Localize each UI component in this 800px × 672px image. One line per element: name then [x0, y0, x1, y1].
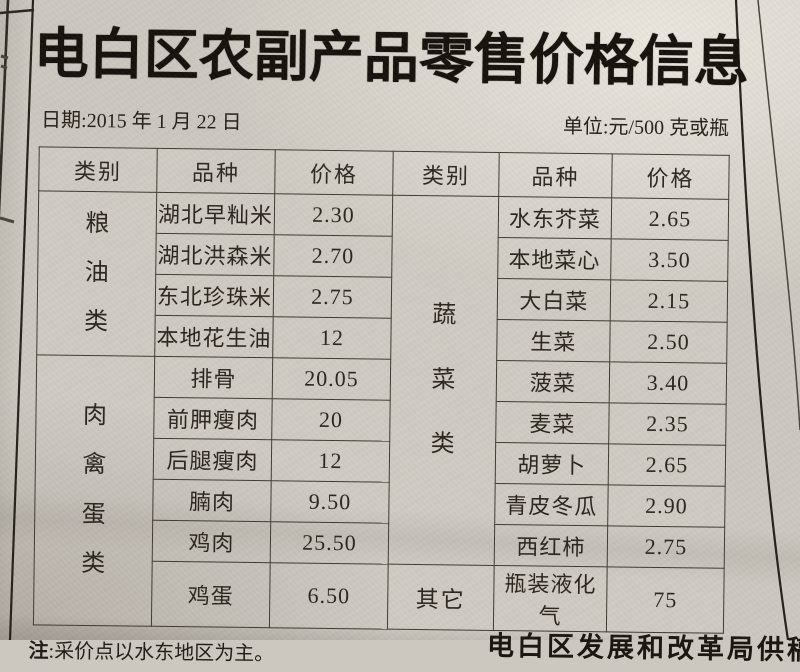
- price-cell: 2.50: [609, 320, 728, 364]
- date-label: 日期:2015 年 1 月 22 日: [40, 109, 242, 134]
- unit-label: 单位:元/500 克或瓶: [562, 115, 730, 140]
- price-cell: 25.50: [270, 521, 389, 565]
- price-cell: 2.65: [608, 443, 726, 487]
- item-name-cell: 排骨: [154, 356, 273, 399]
- header-category-right: 类别: [392, 151, 500, 197]
- cropped-credit-text: 电白区发展和改革局供稿: [486, 630, 800, 666]
- item-name-cell: 西红柿: [494, 524, 608, 567]
- price-cell: 2.30: [274, 193, 393, 237]
- table-row: 粮油类 湖北早籼米 2.30 蔬菜类 水东芥菜 2.65: [36, 190, 729, 566]
- right-outer-column-rule: [757, 0, 800, 431]
- item-name-cell: 生菜: [496, 319, 611, 362]
- price-cell: 3.50: [610, 238, 729, 282]
- price-cell: 12: [272, 316, 392, 360]
- article-right-border: [734, 0, 790, 640]
- price-cell: 2.90: [607, 484, 726, 528]
- item-name-cell: 鸡蛋: [151, 561, 271, 628]
- item-name-cell: 腩肉: [152, 479, 272, 522]
- item-name-cell: 后腿瘦肉: [153, 438, 272, 481]
- item-name-cell: 本地菜心: [497, 237, 612, 280]
- article: 电白区农副产品零售价格信息 日期:2015 年 1 月 22 日 单位:元/50…: [22, 5, 750, 672]
- header-variety-right: 品种: [498, 152, 613, 198]
- article-title: 电白区农副产品零售价格信息: [33, 23, 750, 94]
- table-row: 肉禽蛋类 排骨 20.05 菠菜 3.40: [33, 354, 727, 627]
- price-cell: 3.40: [609, 361, 727, 405]
- price-cell: 20.05: [272, 357, 391, 401]
- item-name-cell: 水东芥菜: [498, 196, 612, 239]
- item-name-cell: 鸡肉: [152, 520, 271, 563]
- price-cell: 6.50: [269, 562, 389, 630]
- price-cell: 2.75: [607, 525, 725, 569]
- category-label: 粮油类: [83, 210, 110, 336]
- left-outer-column-rule: [0, 0, 10, 220]
- price-cell: 9.50: [270, 480, 390, 524]
- item-name-cell: 湖北洪森米: [155, 233, 275, 276]
- footnote-text: :采价点以水东地区为主。: [48, 640, 275, 666]
- price-cell: 2.15: [610, 279, 728, 323]
- category-cell-meat-poultry-egg: 肉禽蛋类: [33, 354, 155, 627]
- price-cell: 75: [606, 566, 725, 634]
- meta-row: 日期:2015 年 1 月 22 日 单位:元/500 克或瓶: [41, 103, 729, 140]
- price-cell: 2.35: [608, 402, 727, 446]
- adjacent-column-text-fragment: [0, 54, 15, 224]
- header-price-left: 价格: [274, 149, 394, 196]
- item-name-cell: 胡萝卜: [495, 442, 609, 485]
- footnote-prefix: 注: [28, 640, 49, 663]
- item-name-cell: 东北珍珠米: [155, 274, 274, 317]
- adjacent-column-top-rule: [0, 8, 35, 15]
- category-cell-grain-oil: 粮油类: [36, 190, 157, 357]
- price-cell: 20: [271, 398, 391, 442]
- price-cell: 12: [271, 439, 390, 483]
- item-name-cell: 湖北早籼米: [156, 192, 275, 235]
- category-label: 肉禽蛋类: [81, 403, 108, 577]
- item-name-cell: 菠菜: [496, 360, 610, 403]
- item-name-cell: 本地花生油: [154, 315, 274, 358]
- item-name-cell: 麦菜: [495, 401, 610, 444]
- item-name-cell: 大白菜: [497, 278, 611, 321]
- item-name-cell: 青皮冬瓜: [494, 483, 609, 526]
- item-name-cell: 前胛瘦肉: [153, 397, 273, 440]
- header-variety-left: 品种: [156, 148, 276, 194]
- category-cell-vegetables: 蔬菜类: [388, 195, 499, 566]
- price-cell: 2.75: [273, 275, 392, 319]
- price-cell: 2.65: [611, 197, 729, 241]
- header-category-left: 类别: [38, 146, 158, 193]
- price-cell: 2.70: [273, 234, 393, 278]
- category-label: 蔬菜类: [430, 301, 457, 458]
- category-cell-other: 其它: [387, 564, 495, 631]
- price-table: 类别 品种 价格 类别 品种 价格 粮油类 湖北早籼米 2.30 蔬菜类 水东芥…: [32, 146, 730, 634]
- header-price-right: 价格: [611, 153, 730, 200]
- item-name-cell: 瓶装液化气: [493, 565, 608, 632]
